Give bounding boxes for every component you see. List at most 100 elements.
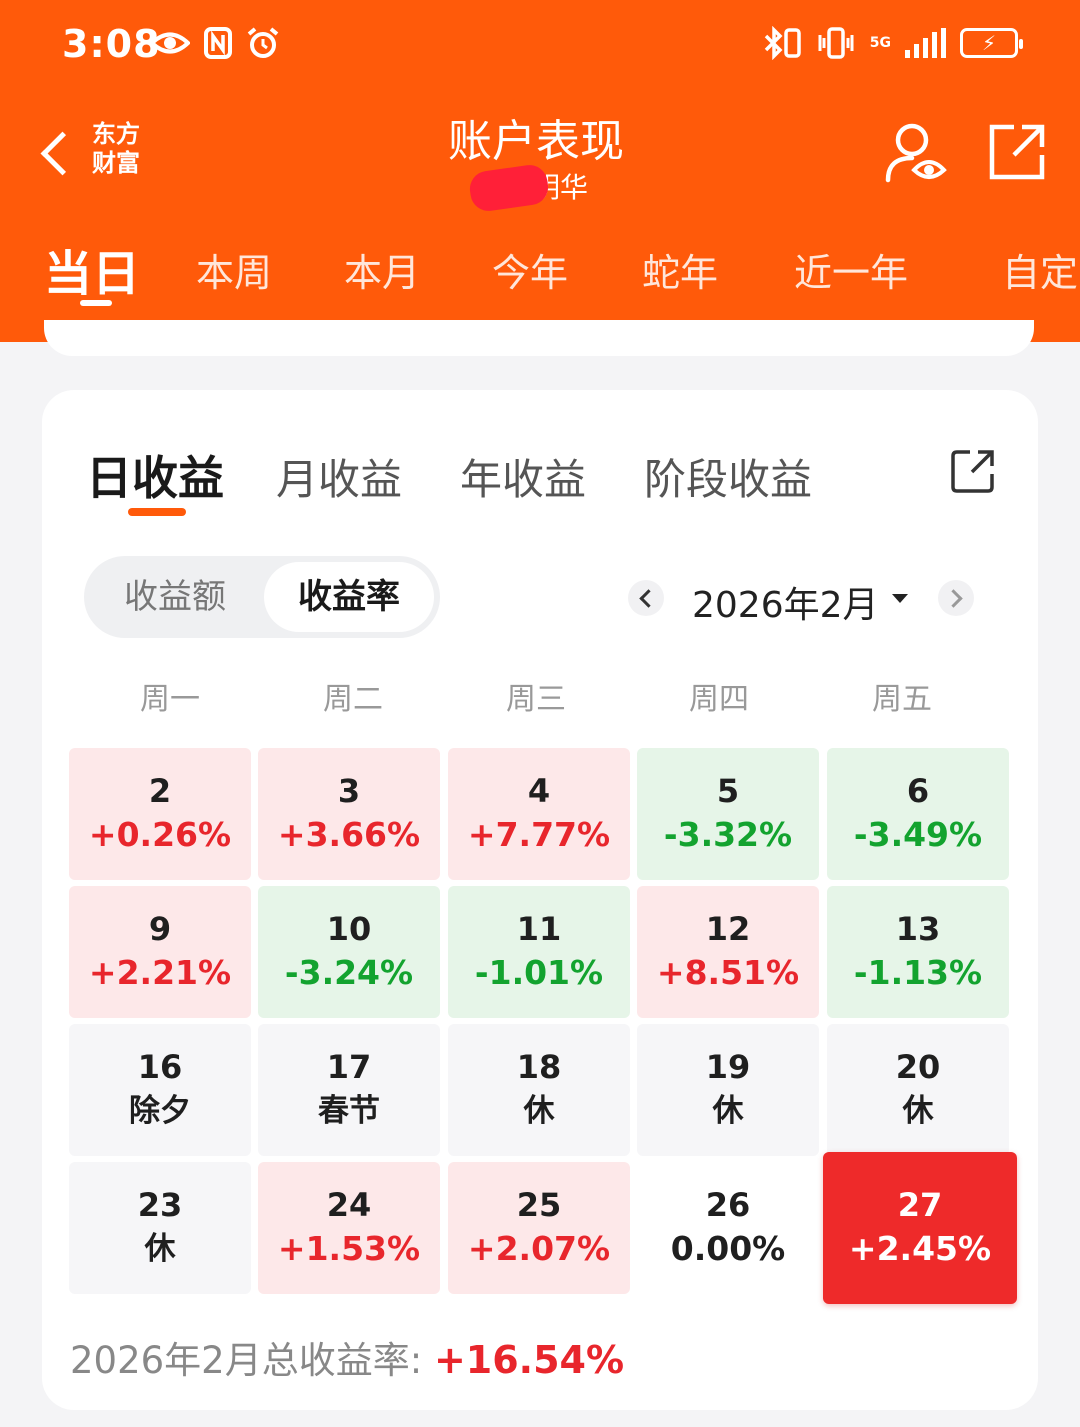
logo-line-2: 财富: [92, 149, 140, 177]
monthly-total-label: 2026年2月总收益率:: [70, 1339, 423, 1382]
calendar-day-26[interactable]: 26 0.00%: [637, 1162, 819, 1294]
tab-daily-income[interactable]: 日收益: [86, 451, 224, 505]
day-return-rate: +7.77%: [467, 815, 611, 854]
income-tabs: 日收益 月收益 年收益 阶段收益: [42, 430, 1038, 530]
tab-this-week[interactable]: 本周: [196, 251, 273, 295]
chevron-right-icon[interactable]: [938, 580, 974, 616]
calendar-day-4[interactable]: 4 +7.77%: [448, 748, 630, 880]
month-label[interactable]: 2026年2月: [692, 585, 879, 626]
day-return-rate: 春节: [318, 1093, 380, 1129]
day-return-rate: 休: [712, 1093, 744, 1129]
tab-this-year[interactable]: 今年: [492, 251, 569, 295]
tab-this-month[interactable]: 本月: [344, 251, 421, 295]
bluetooth-icon: [764, 26, 801, 60]
tab-custom[interactable]: 自定: [1002, 251, 1079, 295]
tab-yearly-income[interactable]: 年收益: [460, 455, 587, 504]
day-number: 10: [326, 910, 372, 948]
calendar-day-5[interactable]: 5 -3.32%: [637, 748, 819, 880]
month-picker: 2026年2月: [628, 566, 982, 630]
day-number: 2: [148, 772, 172, 810]
toggle-rate[interactable]: 收益率: [264, 562, 434, 632]
day-return-rate: +1.53%: [277, 1229, 421, 1268]
period-tabs: 当日 本周 本月 今年 蛇年 近一年 自定: [0, 228, 1080, 318]
battery-charging-icon: ⚡: [960, 28, 1023, 58]
calendar-day-12[interactable]: 12 +8.51%: [637, 886, 819, 1018]
day-number: 19: [705, 1048, 751, 1086]
day-return-rate: +2.07%: [467, 1229, 611, 1268]
day-number: 12: [705, 910, 751, 948]
page-title: 账户表现: [448, 116, 624, 167]
tab-period-income[interactable]: 阶段收益: [644, 455, 813, 504]
status-icons-right: 5G ⚡: [762, 26, 1023, 60]
day-number: 24: [326, 1186, 372, 1224]
toggle-amount[interactable]: 收益额: [124, 577, 226, 617]
day-number: 9: [148, 910, 172, 948]
day-number: 18: [516, 1048, 562, 1086]
share-icon[interactable]: [986, 122, 1048, 182]
day-number: 27: [897, 1186, 943, 1224]
weekday-header: 周一 周二 周三 周四 周五: [42, 674, 1038, 718]
status-bar: 3:08: [0, 0, 1080, 90]
calendar-day-16[interactable]: 16 除夕: [69, 1024, 251, 1156]
day-return-rate: -1.01%: [474, 953, 604, 992]
period-tab-indicator: [80, 300, 112, 306]
day-number: 11: [516, 910, 562, 948]
metric-toggle: 收益额 收益率: [84, 556, 440, 638]
calendar-day-18[interactable]: 18 休: [448, 1024, 630, 1156]
calendar-day-11[interactable]: 11 -1.01%: [448, 886, 630, 1018]
day-return-rate: -3.32%: [663, 815, 793, 854]
day-number: 5: [716, 772, 740, 810]
tab-snake-year[interactable]: 蛇年: [642, 251, 719, 295]
chevron-left-icon[interactable]: [628, 580, 664, 616]
day-return-rate: -3.24%: [284, 953, 414, 992]
calendar-day-25[interactable]: 25 +2.07%: [448, 1162, 630, 1294]
day-return-rate: 0.00%: [670, 1229, 786, 1268]
weekday-mon: 周一: [140, 682, 200, 717]
calendar-day-3[interactable]: 3 +3.66%: [258, 748, 440, 880]
calendar-day-24[interactable]: 24 +1.53%: [258, 1162, 440, 1294]
calendar-day-9[interactable]: 9 +2.21%: [69, 886, 251, 1018]
day-return-rate: +0.26%: [88, 815, 232, 854]
calendar-day-6[interactable]: 6 -3.49%: [827, 748, 1009, 880]
status-time: 3:08: [62, 22, 161, 66]
user-eye-icon[interactable]: [884, 120, 948, 186]
day-return-rate: 休: [144, 1231, 176, 1267]
tab-last-year[interactable]: 近一年: [794, 251, 909, 295]
day-number: 25: [516, 1186, 562, 1224]
calendar-day-19[interactable]: 19 休: [637, 1024, 819, 1156]
signal-icon: [905, 28, 946, 58]
day-return-rate: -3.49%: [853, 815, 983, 854]
tab-today[interactable]: 当日: [44, 246, 141, 302]
day-return-rate: +2.21%: [88, 953, 232, 992]
income-card: 日收益 月收益 年收益 阶段收益 收益额 收益率 2026年2月 周一 周二 周…: [42, 390, 1038, 1410]
day-return-rate: -1.13%: [853, 953, 983, 992]
income-tab-indicator: [128, 508, 186, 516]
day-number: 3: [337, 772, 361, 810]
calendar-day-13[interactable]: 13 -1.13%: [827, 886, 1009, 1018]
day-number: 20: [895, 1048, 941, 1086]
tab-monthly-income[interactable]: 月收益: [276, 455, 403, 504]
calendar-day-17[interactable]: 17 春节: [258, 1024, 440, 1156]
weekday-wed: 周三: [506, 682, 566, 717]
calendar-day-2[interactable]: 2 +0.26%: [69, 748, 251, 880]
day-return-rate: +8.51%: [656, 953, 800, 992]
app-logo: 东方 财富: [92, 120, 152, 178]
calendar-day-23[interactable]: 23 休: [69, 1162, 251, 1294]
day-number: 6: [906, 772, 930, 810]
calendar-day-10[interactable]: 10 -3.24%: [258, 886, 440, 1018]
nfc-icon: [204, 27, 232, 59]
previous-card-edge: [44, 320, 1034, 356]
weekday-fri: 周五: [872, 682, 932, 717]
app-header: 3:08: [0, 0, 1080, 342]
day-return-rate: +3.66%: [277, 815, 421, 854]
day-return-rate: 休: [902, 1093, 934, 1129]
calendar-day-27[interactable]: 27 +2.45%: [823, 1152, 1017, 1304]
caret-down-icon[interactable]: [892, 594, 908, 603]
day-number: 17: [326, 1048, 372, 1086]
weekday-thu: 周四: [689, 682, 749, 717]
day-number: 26: [705, 1186, 751, 1224]
weekday-tue: 周二: [323, 682, 383, 717]
calendar-day-20[interactable]: 20 休: [827, 1024, 1009, 1156]
export-icon[interactable]: [950, 448, 996, 494]
day-number: 16: [137, 1048, 183, 1086]
